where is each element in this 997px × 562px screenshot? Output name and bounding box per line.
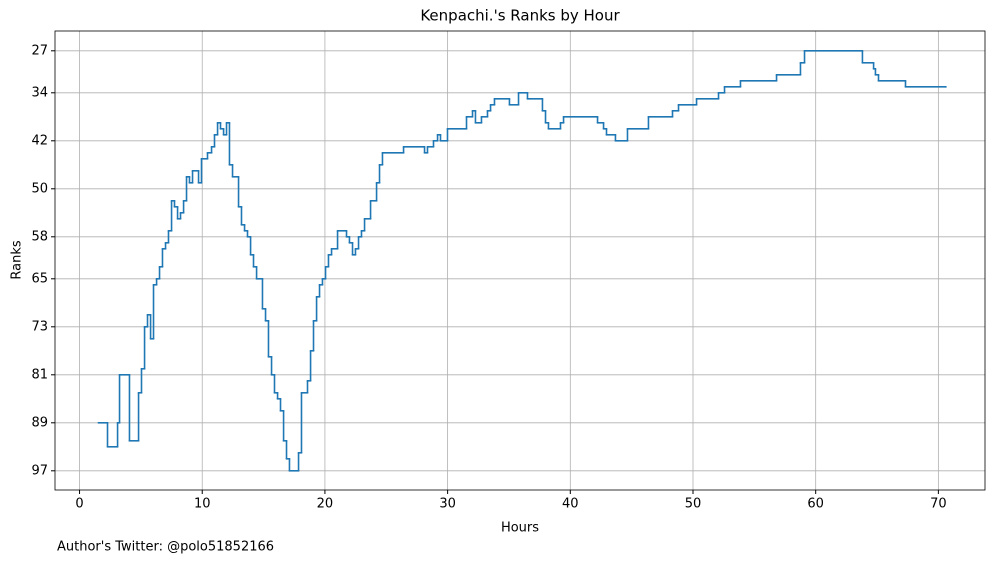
x-tick-label: 70 (930, 497, 947, 512)
y-tick-label: 34 (31, 85, 48, 100)
y-tick-label: 27 (31, 43, 48, 58)
y-tick-label: 50 (31, 181, 48, 196)
x-axis-label: Hours (501, 521, 539, 536)
x-tick-label: 60 (807, 497, 824, 512)
plot-frame (54, 30, 986, 491)
y-tick-label: 97 (31, 463, 48, 478)
y-tick-label: 65 (31, 271, 48, 286)
x-tick-label: 40 (562, 497, 579, 512)
y-tick-label: 73 (31, 319, 48, 334)
y-tick-label: 58 (31, 229, 48, 244)
x-tick-label: 50 (685, 497, 702, 512)
x-tick-label: 10 (194, 497, 211, 512)
x-tick-label: 20 (317, 497, 334, 512)
y-tick-label: 81 (31, 367, 48, 382)
y-axis-label: Ranks (10, 240, 25, 279)
x-tick-label: 0 (75, 497, 83, 512)
chart-title: Kenpachi.'s Ranks by Hour (420, 7, 620, 25)
y-tick-label: 89 (31, 415, 48, 430)
footnote: Author's Twitter: @polo51852166 (57, 540, 274, 555)
y-tick-label: 42 (31, 133, 48, 148)
x-tick-label: 30 (439, 497, 456, 512)
